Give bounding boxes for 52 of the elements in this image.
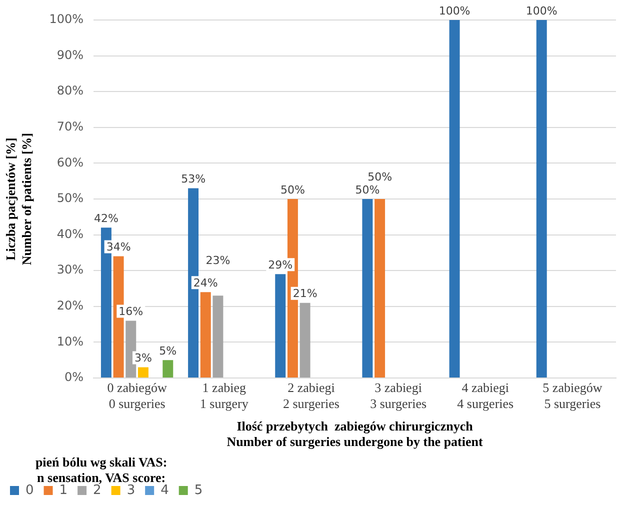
data-label: 23% [206,254,230,268]
y-tick-label: 80% [56,84,84,98]
y-tick-label: 60% [56,155,84,170]
y-tick-label: 90% [56,48,84,62]
bar [138,367,148,378]
x-tick-label: 5 zabiegów 5 surgeries [542,380,603,411]
bar [536,20,547,378]
x-axis-title: Ilość przebytych zabiegów chirurgicznych Number of surgeries undergone by the patient [226,418,484,449]
bar [212,296,224,378]
x-tick-label: 1 zabieg 1 surgery [200,380,249,411]
data-label: 3% [134,352,152,365]
data-label: 50% [280,183,305,196]
legend-label: 0 [26,482,34,498]
y-tick-label: 0% [64,370,84,384]
data-label: 16% [118,305,144,318]
data-label: 50% [368,170,392,184]
data-label: 29% [268,258,293,272]
legend-label: 1 [59,482,68,498]
data-label: 21% [292,287,318,300]
y-tick-label: 30% [56,262,84,277]
y-tick-label: 70% [56,120,84,134]
y-tick-label: 20% [56,298,84,313]
x-tick-label: 2 zabiegi 2 surgeries [282,380,340,411]
data-label: 53% [181,172,206,186]
y-tick-label: 50% [56,191,84,206]
data-label: 100% [526,4,558,18]
bar [374,199,386,378]
bar [200,292,211,378]
x-tick-label: 4 zabiegi 4 surgeries [457,380,514,411]
legend-label: 5 [194,482,203,498]
data-label: 5% [159,344,177,358]
data-label: 100% [438,4,470,18]
bar [300,302,310,378]
bar [449,20,460,378]
legend-label: 4 [160,482,169,498]
y-tick-label: 100% [49,12,84,26]
bar [362,199,373,378]
x-tick-label: 3 zabiegi 3 surgeries [370,380,427,411]
legend-label: 3 [126,482,136,498]
data-label: 42% [94,212,118,225]
bar [126,320,136,378]
y-tick-label: 40% [56,226,84,241]
y-tick-label: 10% [56,334,84,348]
data-label: 34% [106,240,131,254]
data-label: 50% [355,183,380,196]
x-tick-label: 0 zabiegów 0 surgeries [107,380,168,411]
legend-label: 2 [93,482,102,498]
legend-title: pień bólu wg skali VAS: n sensation, VAS score: [35,454,168,485]
bar [162,360,174,378]
data-label: 24% [193,276,218,290]
y-axis-title: Liczba pacjentów [%] Number of patients [%] [3,132,34,266]
bar [275,274,286,378]
